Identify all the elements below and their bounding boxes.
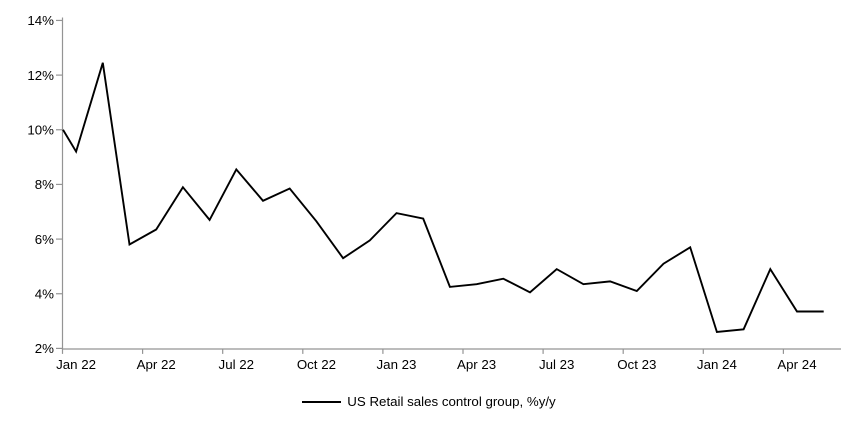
x-axis-tick-label: Jan 22 (56, 357, 96, 372)
x-axis-tick-label: Apr 22 (137, 357, 176, 372)
legend-line-sample (302, 400, 342, 403)
x-axis-tick-label: Jul 22 (219, 357, 254, 372)
x-axis-tick-label: Oct 22 (297, 357, 336, 372)
y-axis-tick-label: 6% (35, 232, 54, 247)
x-axis-tick-label: Oct 23 (617, 357, 656, 372)
y-axis-tick-label: 4% (35, 286, 54, 301)
series-line-us-retail-control-group (62, 62, 824, 334)
x-axis-tick-label: Jan 23 (377, 357, 417, 372)
x-axis-tick-label: Jul 23 (539, 357, 574, 372)
y-axis-tick-label: 2% (35, 341, 54, 356)
x-axis-tick-label: Apr 23 (457, 357, 496, 372)
y-axis-tick-label: 10% (27, 122, 54, 137)
y-axis-tick-label: 12% (27, 68, 54, 83)
legend-label: US Retail sales control group, %y/y (347, 394, 556, 409)
y-axis-tick-label: 14% (27, 13, 54, 28)
legend: US Retail sales control group, %y/y (3, 393, 852, 410)
y-axis-tick-label: 8% (35, 177, 54, 192)
x-axis-tick-label: Jan 24 (697, 357, 737, 372)
x-axis-tick-label: Apr 24 (777, 357, 816, 372)
